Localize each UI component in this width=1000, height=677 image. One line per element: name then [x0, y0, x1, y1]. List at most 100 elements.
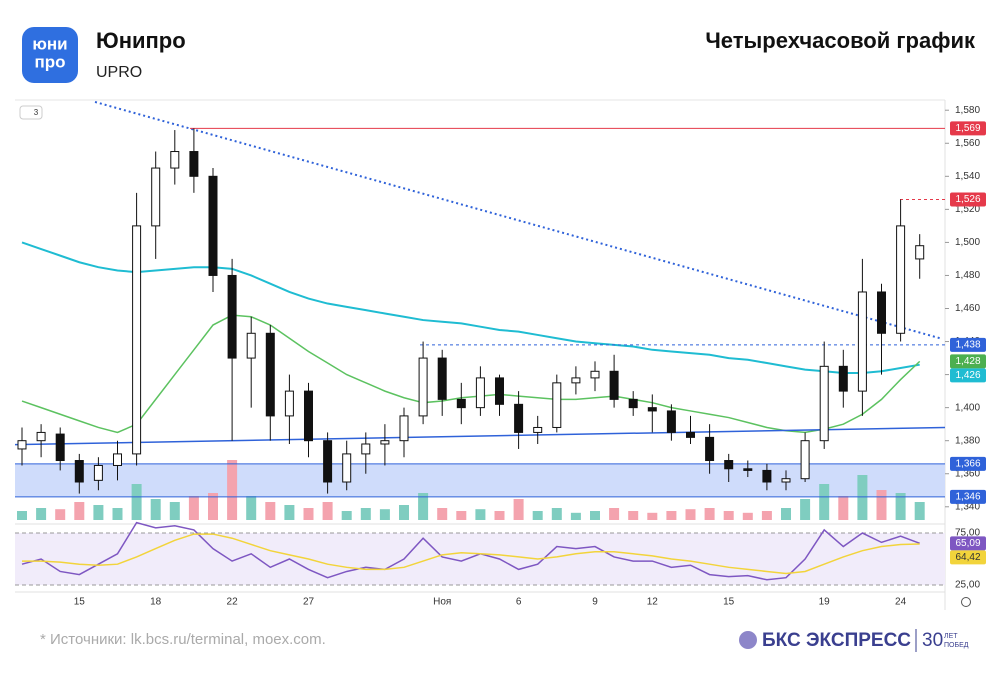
price-badge [950, 489, 986, 504]
volume-bar [590, 511, 600, 520]
volume-bar [74, 502, 85, 520]
y-tick-label: 1,460 [955, 303, 980, 314]
volume-bar [246, 496, 257, 520]
volume-bar [570, 512, 581, 520]
x-tick-label: 12 [647, 597, 659, 608]
candle-body [208, 175, 218, 276]
years-text: ПОБЕД [944, 642, 969, 649]
volume-bar [322, 502, 333, 520]
x-tick-label: 19 [819, 597, 831, 608]
volume-bar [647, 512, 658, 520]
rsi-badge [950, 536, 986, 551]
brand-icon [739, 631, 757, 649]
volume-bar [513, 499, 524, 520]
candle-body [800, 440, 810, 480]
volume-bar [169, 502, 180, 520]
rsi-line [21, 521, 920, 581]
rsi-badge-label: 65,09 [955, 538, 980, 549]
candle-body [838, 365, 848, 392]
volume-bar [628, 511, 639, 520]
rsi-tick-label: 25,00 [955, 580, 980, 591]
candle-body [781, 478, 791, 483]
volume-bar [742, 512, 753, 520]
x-tick-label: 24 [895, 597, 907, 608]
trendline [94, 100, 941, 340]
candle-body [666, 410, 676, 433]
volume-bar [131, 484, 142, 520]
source-note: * Источники: lk.bcs.ru/terminal, moex.co… [40, 631, 326, 648]
candle-body [17, 440, 27, 450]
volume-bar [475, 509, 486, 520]
candle-body [686, 431, 695, 438]
y-tick-label: 1,520 [955, 204, 980, 215]
candle-body [304, 390, 313, 442]
years: 30 [922, 630, 943, 651]
candle-body [170, 151, 180, 169]
candle-body [399, 415, 409, 442]
candle-body [113, 453, 122, 466]
volume-bar [761, 511, 772, 520]
y-tick-label: 1,360 [955, 468, 980, 479]
volume-bar [341, 511, 352, 520]
x-tick-label: 6 [516, 597, 522, 608]
volume-bar [93, 505, 104, 520]
y-tick-label: 1,480 [955, 270, 980, 281]
moving-average [21, 314, 921, 434]
price-badge-label: 1,426 [955, 370, 980, 381]
candle-body [93, 464, 103, 481]
candle-body [857, 291, 867, 392]
logo-text: про [34, 52, 65, 71]
candle-body [323, 440, 333, 483]
volume-bar [895, 493, 906, 520]
candle-body [647, 407, 657, 412]
candle-body [724, 460, 734, 470]
candle-body [552, 382, 562, 428]
years-text: ЛЕТ [944, 633, 958, 640]
volume-bar [666, 511, 677, 520]
candle-body [533, 426, 543, 433]
volume-bar [914, 502, 925, 520]
candle-body [418, 357, 428, 417]
candle-body [705, 436, 715, 462]
volume-bar [265, 502, 276, 520]
volume-bar [838, 496, 849, 520]
ticker: UPRO [96, 64, 142, 81]
candle-body [189, 151, 199, 177]
volume-bar [284, 505, 295, 520]
candle-body [475, 377, 485, 409]
x-tick-label: 22 [227, 597, 239, 608]
candle-body [437, 357, 447, 400]
price-badge [950, 121, 986, 136]
volume-bar [800, 499, 811, 520]
volume-bar [36, 508, 47, 520]
collapse-button[interactable] [19, 105, 43, 120]
candle-body [495, 377, 504, 405]
candle-body [132, 225, 142, 455]
moving-average [21, 241, 920, 374]
volume-bar [227, 460, 238, 520]
price-badge [950, 192, 986, 207]
rsi-badge-label: 64,42 [955, 552, 980, 563]
x-tick-label: 15 [723, 597, 735, 608]
volume-bar [360, 508, 371, 520]
volume-bar [494, 511, 505, 520]
candle-body [915, 245, 925, 260]
price-badge [950, 456, 986, 471]
candle-body [284, 390, 294, 417]
candle-body [246, 332, 256, 359]
trendline [14, 426, 946, 446]
candle-body [361, 443, 371, 455]
volume-bar [609, 508, 620, 520]
candle-body [265, 332, 275, 417]
logo [22, 27, 78, 83]
settings-icon[interactable] [961, 597, 971, 607]
volume-bar [781, 508, 791, 520]
volume-bar [112, 508, 123, 520]
volume-bar [704, 508, 715, 520]
price-badge [950, 337, 986, 352]
volume-bar [208, 493, 218, 520]
price-badge [950, 368, 986, 383]
candle-body [819, 365, 829, 442]
